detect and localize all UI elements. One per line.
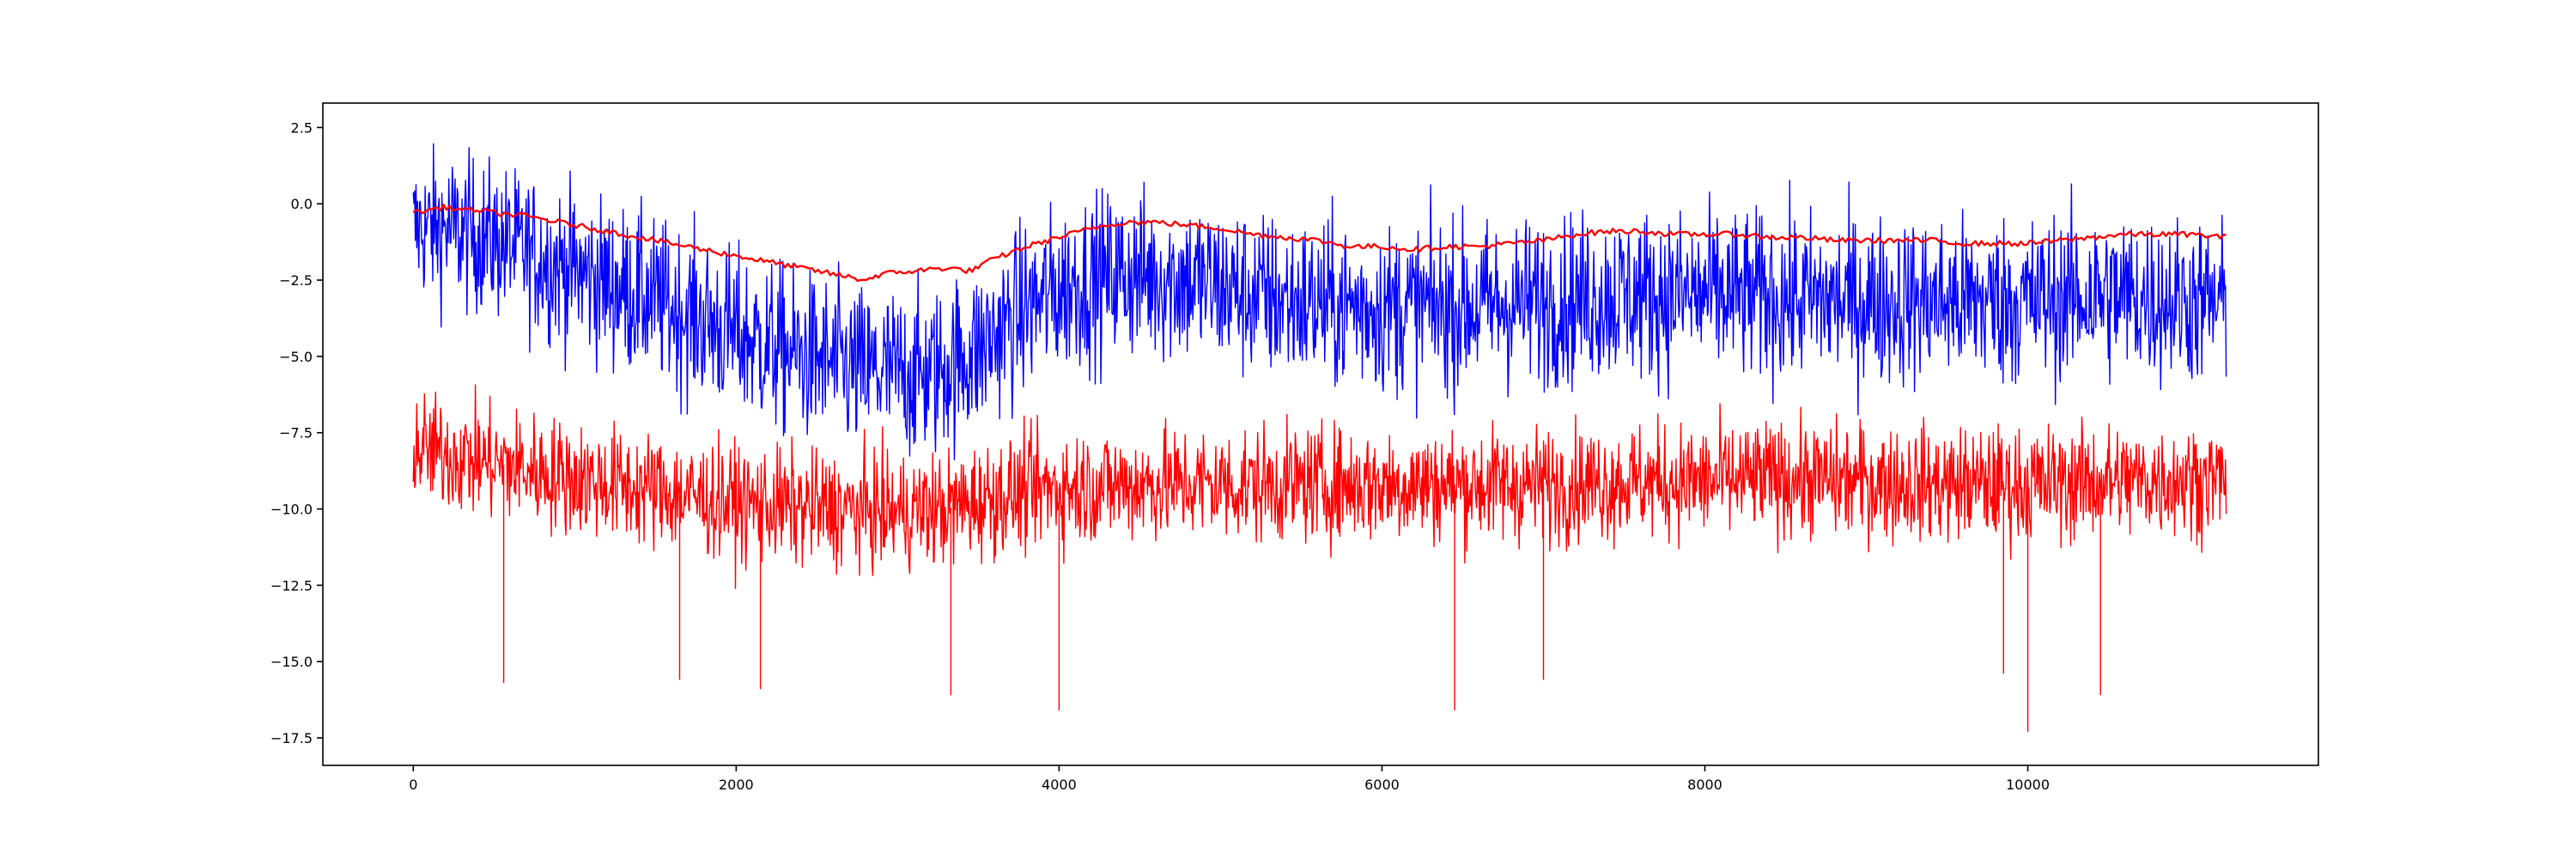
y-tick-label-2: −2.5 xyxy=(279,272,313,289)
y-tick-label-3: −5.0 xyxy=(279,349,313,365)
y-tick-label-8: −17.5 xyxy=(270,730,313,746)
y-tick-label-0: 2.5 xyxy=(291,119,313,136)
series-line-1 xyxy=(412,384,2227,732)
series-line-0 xyxy=(412,143,2227,460)
y-tick-label-6: −12.5 xyxy=(270,577,313,594)
x-tick-label-2: 4000 xyxy=(1042,777,1077,793)
x-tick-label-0: 0 xyxy=(409,777,417,793)
y-tick-label-4: −7.5 xyxy=(279,425,313,442)
y-tick-label-5: −10.0 xyxy=(270,502,313,518)
y-tick-label-1: 0.0 xyxy=(291,196,313,212)
series-line-2 xyxy=(412,203,2227,282)
x-tick-label-5: 10000 xyxy=(2006,777,2050,793)
plot-frame xyxy=(322,102,2319,766)
y-tick-label-7: −15.0 xyxy=(270,654,313,670)
x-tick-label-3: 6000 xyxy=(1364,777,1400,793)
x-tick-label-1: 2000 xyxy=(719,777,754,793)
x-tick-label-4: 8000 xyxy=(1687,777,1722,793)
